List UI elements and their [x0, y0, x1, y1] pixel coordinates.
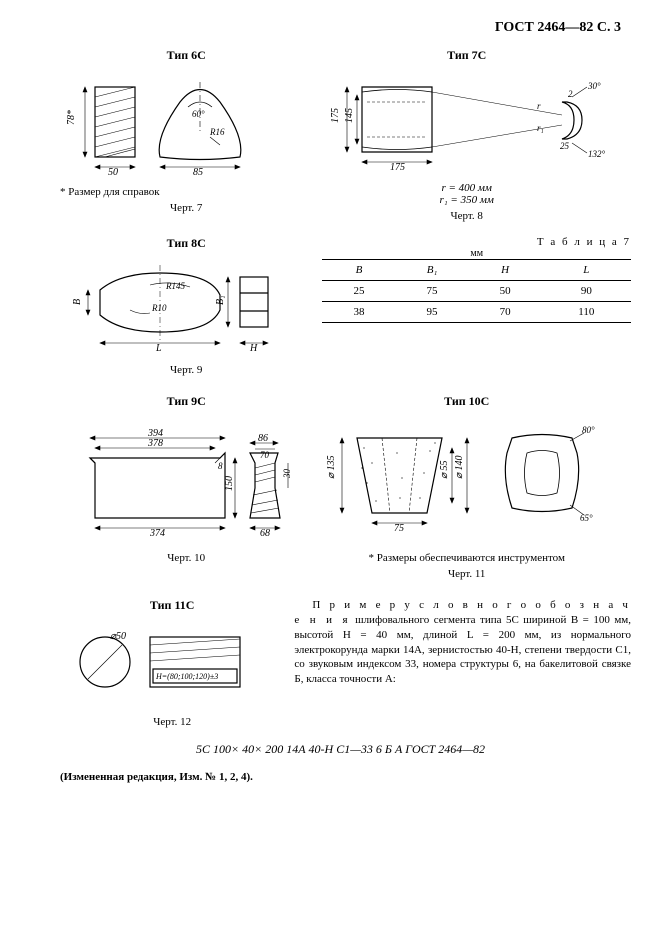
example-paragraph: П р и м е р у с л о в н о г о о б о з н … — [294, 598, 631, 687]
svg-text:L: L — [155, 343, 162, 354]
table7-col-3: L — [542, 260, 631, 281]
svg-text:80°: 80° — [582, 425, 595, 435]
fig12-title: Тип 11С — [60, 598, 284, 613]
svg-text:65°: 65° — [580, 513, 593, 523]
fig7-title: Тип 6С — [60, 48, 312, 63]
svg-text:145: 145 — [344, 108, 355, 123]
fig8-param-r: r = 400 мм — [441, 182, 492, 194]
svg-text:30: 30 — [282, 469, 292, 480]
svg-text:70: 70 — [260, 450, 270, 460]
svg-text:B: B — [72, 299, 83, 305]
page-header: ГОСТ 2464—82 С. 3 — [60, 20, 621, 36]
svg-text:⌀ 140: ⌀ 140 — [454, 455, 465, 479]
fig11-caption: Черт. 11 — [312, 568, 621, 580]
svg-text:78*: 78* — [66, 110, 77, 125]
svg-text:2: 2 — [568, 89, 573, 99]
svg-text:r: r — [537, 101, 541, 111]
svg-text:R16: R16 — [209, 127, 225, 137]
fig10-drawing: 394 378 374 8 150 86 70 68 30 — [60, 413, 300, 543]
fig11-title: Тип 10С — [312, 394, 621, 409]
table-row: 25755090 — [322, 281, 631, 302]
svg-text:30°: 30° — [587, 81, 601, 91]
svg-text:85: 85 — [193, 167, 203, 177]
fig7-drawing: 78* 50 85 60° R16 — [60, 67, 280, 177]
fig7-caption: Черт. 7 — [60, 202, 312, 214]
svg-text:8: 8 — [218, 461, 223, 471]
fig11-drawing: ⌀ 135 ⌀ 55 ⌀ 140 75 80° 65° — [312, 413, 602, 543]
fig9-caption: Черт. 9 — [60, 364, 312, 376]
svg-text:50: 50 — [108, 167, 118, 177]
fig10-title: Тип 9С — [60, 394, 312, 409]
amendment-note: (Измененная редакция, Изм. № 1, 2, 4). — [60, 771, 621, 783]
svg-text:⌀ 135: ⌀ 135 — [326, 455, 337, 479]
table-row: 389570110 — [322, 302, 631, 323]
fig8-caption: Черт. 8 — [312, 210, 621, 222]
svg-text:132°: 132° — [588, 149, 606, 159]
svg-text:H=(80;100;120)±3: H=(80;100;120)±3 — [155, 672, 218, 681]
fig12-drawing: ⌀50 H=(80;100;120)±3 — [60, 617, 260, 707]
fig8-param-r1: r₁ = 350 мм — [440, 194, 494, 206]
fig7-note: * Размер для справок — [60, 186, 312, 198]
table7-unit: мм — [322, 248, 631, 259]
fig8-title: Тип 7С — [312, 48, 621, 63]
svg-text:H: H — [249, 343, 258, 354]
svg-text:⌀ 55: ⌀ 55 — [439, 460, 450, 479]
svg-text:60°: 60° — [192, 109, 205, 119]
svg-text:86: 86 — [258, 433, 268, 444]
svg-text:75: 75 — [394, 523, 404, 534]
svg-text:175: 175 — [330, 108, 341, 123]
svg-text:R145: R145 — [165, 281, 185, 291]
table7-col-0: B — [322, 260, 395, 281]
svg-text:r₁: r₁ — [537, 123, 544, 133]
designation-line: 5С 100× 40× 200 14А 40-Н С1—33 6 Б А ГОС… — [60, 742, 621, 757]
fig11-note: * Размеры обеспечиваются инструментом — [312, 552, 621, 564]
svg-text:25: 25 — [560, 141, 570, 151]
fig8-drawing: 175 145 175 30° 132° r r₁ 2 25 — [312, 67, 612, 177]
fig9-title: Тип 8С — [60, 236, 312, 251]
svg-text:68: 68 — [260, 528, 270, 539]
table7-label: Т а б л и ц а 7 — [322, 236, 631, 248]
fig10-caption: Черт. 10 — [60, 552, 312, 564]
fig9-drawing: B B₁ R145 R10 L H — [60, 255, 290, 355]
table7-col-1: B₁ — [396, 260, 469, 281]
table7: BB₁HL 25755090389570110 — [322, 259, 631, 323]
svg-text:378: 378 — [147, 438, 163, 449]
table7-col-2: H — [469, 260, 542, 281]
fig12-caption: Черт. 12 — [60, 716, 284, 728]
svg-text:R10: R10 — [151, 303, 167, 313]
svg-text:150: 150 — [224, 476, 235, 491]
svg-text:175: 175 — [390, 162, 405, 173]
svg-text:⌀50: ⌀50 — [110, 631, 126, 642]
svg-text:B₁: B₁ — [215, 295, 226, 305]
svg-text:374: 374 — [149, 528, 165, 539]
